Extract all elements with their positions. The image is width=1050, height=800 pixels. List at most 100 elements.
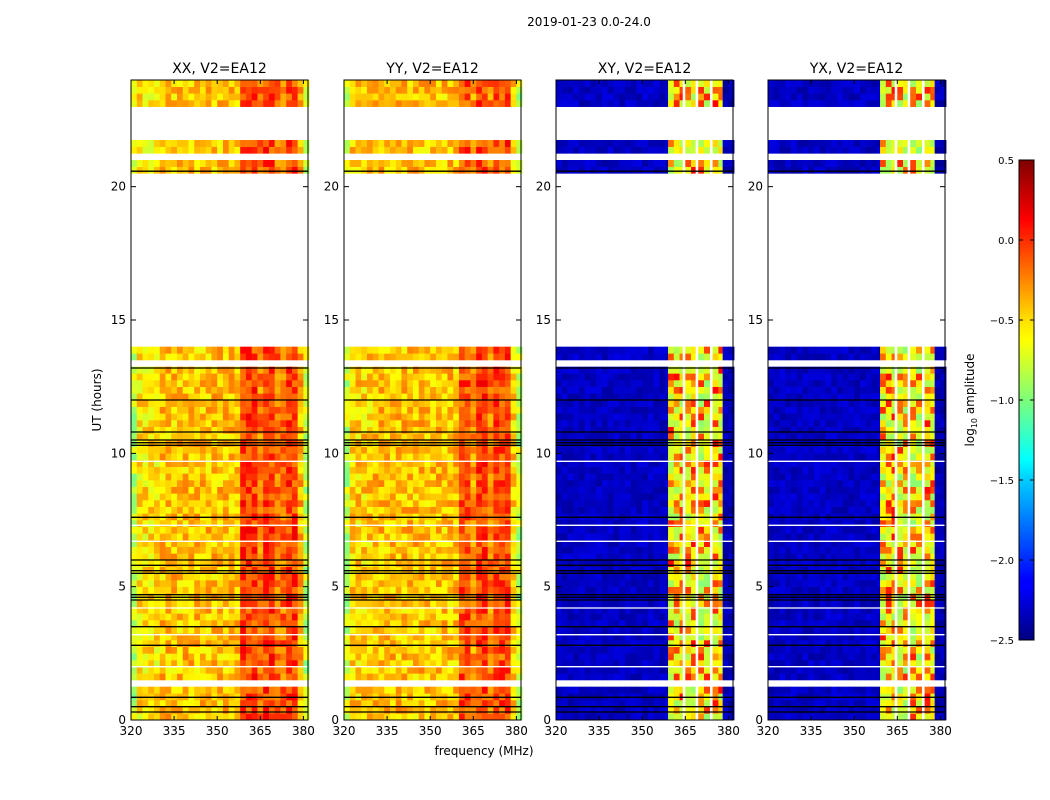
heatmap-cell — [366, 380, 374, 387]
heatmap-cell — [453, 533, 460, 541]
heatmap-cell — [286, 480, 293, 487]
heatmap-cell — [286, 446, 293, 454]
heatmap-cell — [222, 460, 229, 467]
heatmap-cell — [228, 600, 235, 607]
heatmap-cell — [251, 526, 258, 534]
heatmap-cell — [470, 466, 477, 474]
heatmap-cell — [476, 646, 483, 654]
heatmap-cell — [504, 580, 511, 587]
heatmap-cell — [366, 686, 374, 694]
heatmap-cell — [447, 486, 454, 494]
heatmap-cell — [303, 600, 310, 607]
heatmap-cell — [228, 460, 235, 467]
heatmap-cell — [378, 546, 385, 554]
heatmap-cell — [407, 573, 414, 581]
heatmap-cell — [712, 606, 719, 614]
heatmap-cell — [642, 666, 649, 674]
heatmap-cell — [481, 446, 488, 454]
heatmap-cell — [384, 373, 391, 381]
heatmap-cell — [418, 580, 425, 587]
heatmap-cell — [636, 526, 643, 534]
heatmap-cell — [372, 613, 379, 621]
heatmap-cell — [573, 553, 580, 561]
heatmap-cell — [487, 400, 494, 407]
heatmap-cell — [344, 706, 351, 714]
heatmap-cell — [510, 460, 517, 467]
heatmap-cell — [430, 666, 437, 674]
heatmap-cell — [217, 573, 224, 581]
heatmap-cell — [573, 660, 580, 667]
heatmap-cell — [251, 86, 258, 94]
heatmap-cell — [476, 366, 483, 374]
heatmap-cell — [188, 480, 195, 487]
heatmap-cell — [424, 586, 431, 594]
heatmap-cell — [257, 346, 264, 354]
heatmap-cell — [476, 400, 483, 407]
heatmap-cell — [407, 420, 414, 427]
heatmap-cell — [476, 160, 483, 167]
y-tick-label: 0 — [118, 713, 126, 727]
heatmap-cell — [493, 646, 500, 654]
heatmap-cell — [136, 580, 143, 587]
heatmap-cell — [590, 620, 597, 627]
heatmap-cell — [453, 413, 460, 421]
heatmap-cell — [441, 400, 448, 407]
heatmap-cell — [487, 653, 494, 661]
heatmap-cell — [624, 506, 632, 514]
heatmap-cell — [653, 493, 660, 501]
heatmap-cell — [499, 633, 506, 641]
heatmap-cell — [159, 100, 166, 107]
heatmap-cell — [679, 586, 683, 594]
heatmap-cell — [280, 620, 287, 627]
heatmap-cell — [136, 666, 143, 674]
heatmap-cell — [251, 600, 258, 607]
heatmap-cell — [222, 473, 229, 481]
heatmap-cell — [171, 553, 178, 561]
heatmap-cell — [240, 366, 247, 374]
heatmap-cell — [493, 713, 500, 721]
heatmap-cell — [647, 520, 654, 527]
heatmap-cell — [153, 346, 161, 354]
heatmap-cell — [435, 706, 442, 714]
heatmap-cell — [441, 386, 448, 394]
heatmap-cell — [280, 600, 287, 607]
heatmap-cell — [234, 420, 241, 427]
heatmap-cell — [441, 393, 448, 401]
heatmap-cell — [556, 560, 563, 567]
heatmap-cell — [395, 700, 402, 707]
heatmap-cell — [584, 660, 591, 667]
heatmap-cell — [464, 493, 471, 501]
heatmap-cell — [590, 606, 597, 614]
heatmap-cell — [561, 553, 568, 561]
heatmap-cell — [619, 533, 626, 541]
heatmap-cell — [199, 80, 207, 87]
heatmap-cell — [504, 673, 511, 681]
heatmap-cell — [274, 393, 281, 401]
heatmap-cell — [418, 560, 425, 567]
heatmap-cell — [171, 653, 178, 661]
heatmap-cell — [673, 620, 680, 627]
heatmap-cell — [245, 700, 252, 707]
heatmap-cell — [297, 480, 304, 487]
heatmap-cell — [153, 546, 161, 554]
heatmap-cell — [424, 626, 431, 634]
heatmap-cell — [412, 640, 420, 647]
heatmap-cell — [718, 540, 723, 547]
heatmap-cell — [366, 540, 374, 547]
heatmap-cell — [453, 466, 460, 474]
heatmap-cell — [188, 386, 195, 394]
heatmap-cell — [435, 400, 442, 407]
heatmap-cell — [286, 400, 293, 407]
heatmap-cell — [685, 706, 692, 714]
heatmap-cell — [222, 573, 229, 581]
heatmap-cell — [153, 533, 161, 541]
heatmap-cell — [205, 80, 212, 87]
heatmap-cell — [188, 420, 195, 427]
heatmap-cell — [673, 500, 680, 507]
heatmap-cell — [136, 526, 143, 534]
y-tick-label: 15 — [111, 313, 126, 327]
heatmap-cell — [401, 460, 408, 467]
heatmap-cell — [407, 446, 414, 454]
heatmap-cell — [176, 620, 184, 627]
heatmap-cell — [182, 613, 189, 621]
